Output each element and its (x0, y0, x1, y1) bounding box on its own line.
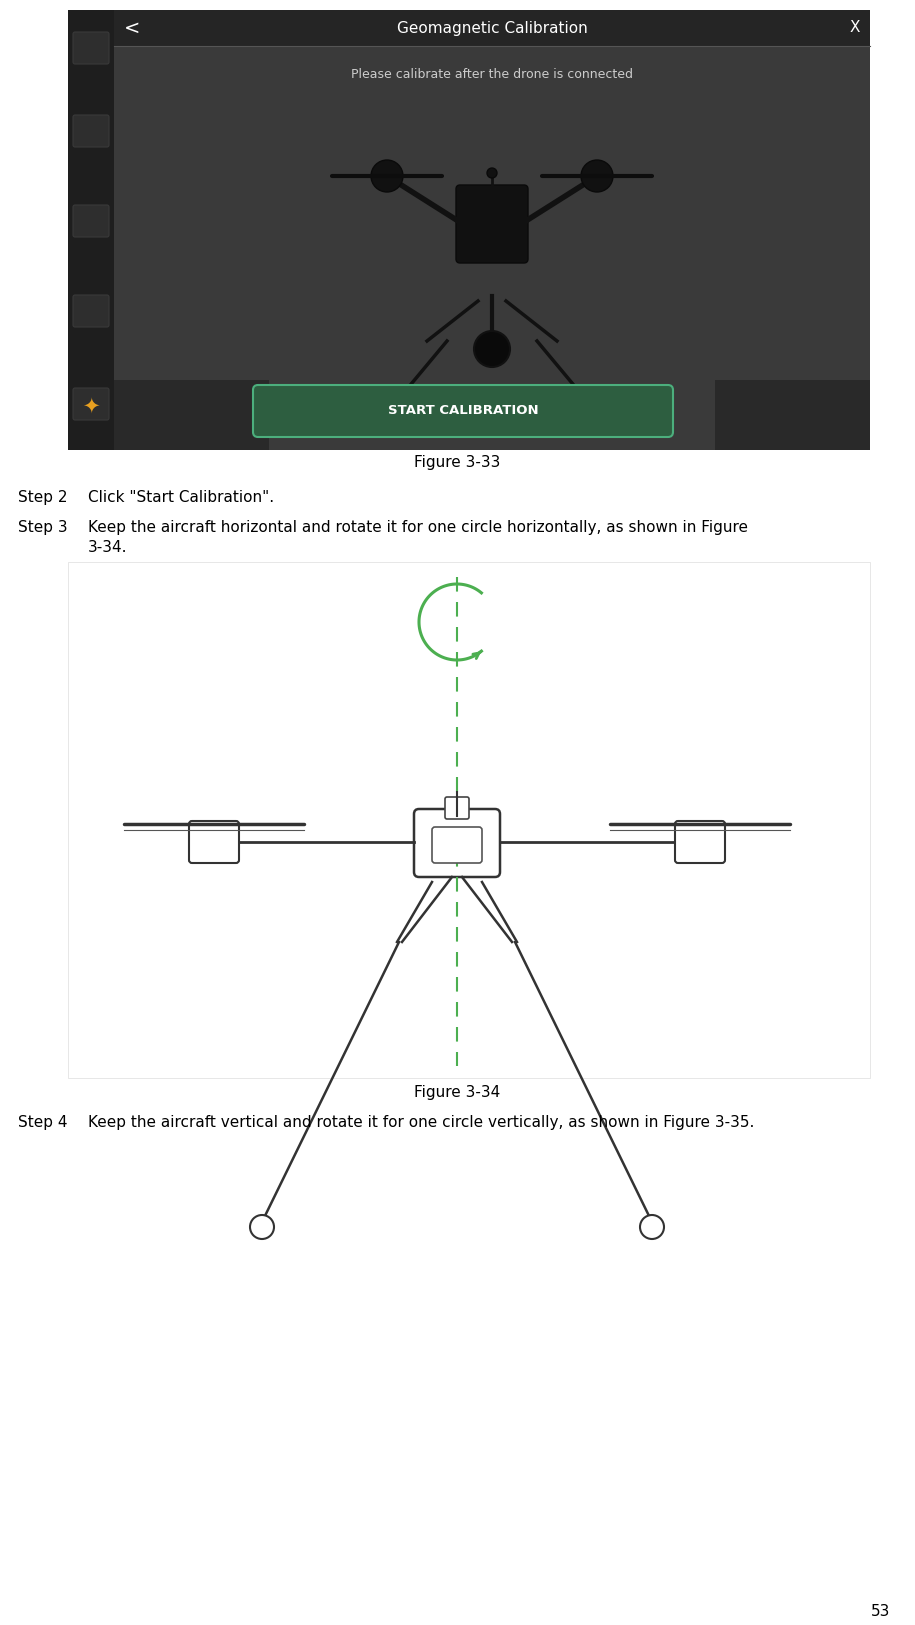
Text: Geomagnetic Calibration: Geomagnetic Calibration (396, 21, 587, 36)
Text: Step 2: Step 2 (18, 491, 68, 505)
Text: START CALIBRATION: START CALIBRATION (388, 405, 538, 418)
Text: Keep the aircraft vertical and rotate it for one circle vertically, as shown in : Keep the aircraft vertical and rotate it… (88, 1115, 754, 1129)
FancyBboxPatch shape (73, 32, 109, 63)
Text: Keep the aircraft horizontal and rotate it for one circle horizontally, as shown: Keep the aircraft horizontal and rotate … (88, 520, 748, 535)
FancyBboxPatch shape (675, 821, 725, 863)
Text: 53: 53 (871, 1604, 890, 1620)
FancyBboxPatch shape (253, 385, 673, 437)
FancyBboxPatch shape (73, 205, 109, 237)
Text: Figure 3-34: Figure 3-34 (414, 1084, 501, 1100)
FancyBboxPatch shape (73, 115, 109, 146)
Text: Step 4: Step 4 (18, 1115, 68, 1129)
Bar (68, 10, 870, 450)
Bar (68, 562, 870, 1077)
Text: Figure 3-33: Figure 3-33 (414, 455, 501, 470)
Circle shape (640, 1216, 664, 1238)
Text: 3-34.: 3-34. (88, 540, 127, 556)
Circle shape (487, 167, 497, 179)
Bar (114, 380, 269, 450)
FancyBboxPatch shape (414, 809, 500, 878)
FancyBboxPatch shape (189, 821, 239, 863)
Circle shape (581, 159, 613, 192)
FancyBboxPatch shape (73, 388, 109, 419)
Bar (715, 380, 870, 450)
Circle shape (474, 332, 510, 367)
Text: <: < (124, 18, 140, 37)
FancyBboxPatch shape (456, 185, 528, 263)
Text: ✦: ✦ (82, 396, 100, 418)
Text: Please calibrate after the drone is connected: Please calibrate after the drone is conn… (351, 68, 633, 81)
FancyBboxPatch shape (73, 296, 109, 327)
Circle shape (371, 159, 403, 192)
FancyBboxPatch shape (445, 796, 469, 819)
Text: Step 3: Step 3 (18, 520, 68, 535)
Bar (114, 10, 870, 46)
Circle shape (250, 1216, 274, 1238)
FancyBboxPatch shape (432, 827, 482, 863)
Text: X: X (850, 21, 860, 36)
Text: Click "Start Calibration".: Click "Start Calibration". (88, 491, 274, 505)
Bar (68, 10, 114, 450)
